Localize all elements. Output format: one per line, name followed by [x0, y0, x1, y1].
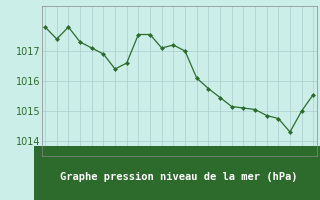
X-axis label: Graphe pression niveau de la mer (hPa): Graphe pression niveau de la mer (hPa): [60, 172, 298, 182]
